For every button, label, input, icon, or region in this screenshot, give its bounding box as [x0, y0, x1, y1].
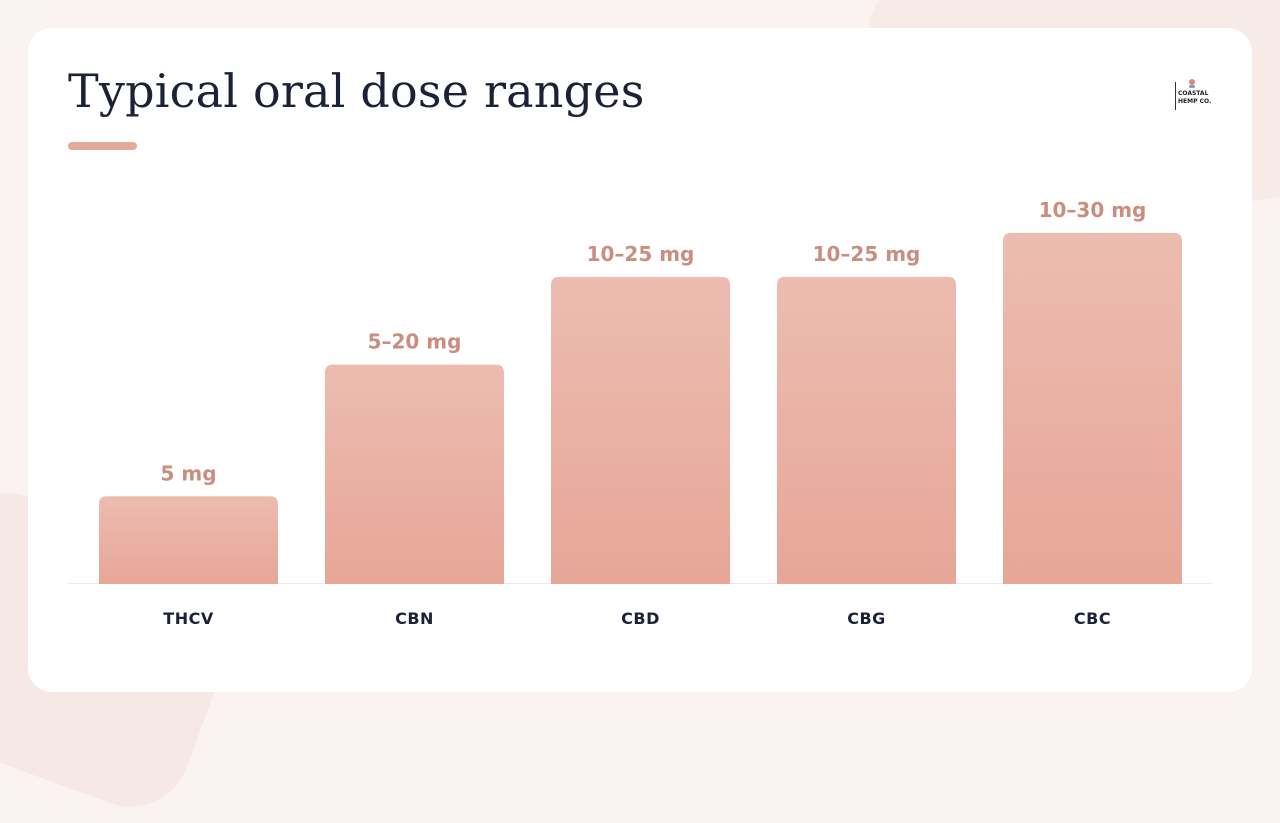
bar-cbg	[777, 276, 956, 584]
bar-value-label: 5–20 mg	[368, 330, 462, 354]
bar-cbd	[551, 276, 730, 584]
bar-value-label: 5 mg	[160, 461, 216, 485]
category-label: THCV	[163, 609, 214, 628]
category-label: CBN	[395, 609, 434, 628]
bar-thcv	[99, 496, 278, 584]
logo-wave-icon	[1189, 85, 1195, 88]
bar-value-label: 10–30 mg	[1039, 198, 1147, 222]
logo-text-line1: COASTAL	[1178, 90, 1209, 97]
category-label: CBC	[1074, 609, 1111, 628]
logo-sun-icon	[1189, 79, 1195, 85]
category-label: CBG	[847, 609, 886, 628]
bar-value-label: 10–25 mg	[587, 242, 695, 266]
category-label: CBD	[621, 609, 660, 628]
bar-chart: 5 mg THCV 5–20 mg CBN 10–25 mg CBD 10–25 mg CBG…	[68, 198, 1212, 628]
logo-text-line2: HEMP CO.	[1178, 98, 1212, 105]
brand-logo: COASTAL HEMP CO.	[1174, 76, 1214, 116]
bar-cbc	[1003, 233, 1182, 584]
logo-divider	[1175, 82, 1176, 110]
title-underline	[68, 142, 137, 150]
bar-value-label: 10–25 mg	[813, 242, 921, 266]
bar-cbn	[325, 364, 504, 584]
page-title: Typical oral dose ranges	[68, 64, 645, 118]
